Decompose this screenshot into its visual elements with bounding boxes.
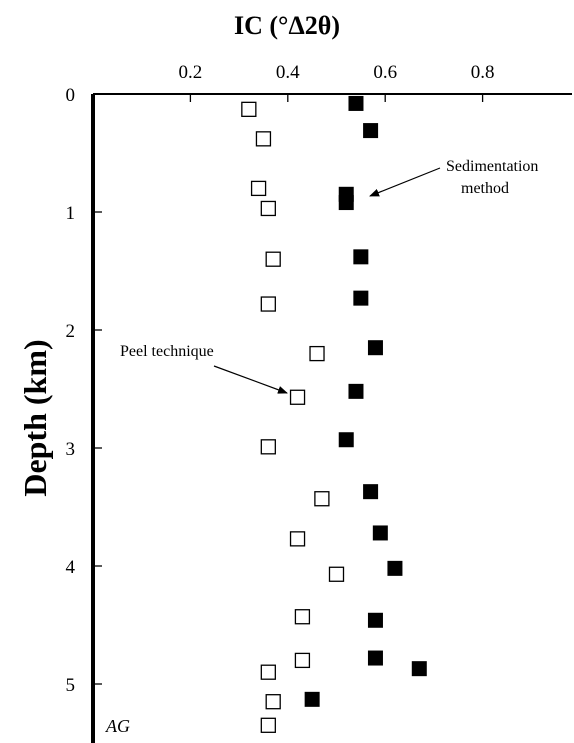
sedimentation-method-point — [353, 249, 369, 265]
x-tick-label: 0.8 — [471, 62, 495, 83]
sedimentation-method-point — [411, 661, 427, 677]
x-tick-label: 0.2 — [179, 62, 203, 83]
peel-technique-point — [260, 439, 276, 455]
x-tick-label: 0.6 — [373, 62, 397, 83]
peel-technique-point — [265, 251, 281, 267]
annotation-sedimentation-arrow — [369, 167, 441, 197]
y-tick-label: 4 — [66, 557, 76, 578]
sedimentation-method-point — [372, 525, 388, 541]
sedimentation-method-point — [338, 195, 354, 211]
peel-technique-point — [309, 345, 325, 362]
sedimentation-method-point — [338, 432, 354, 448]
peel-technique-point — [294, 652, 311, 669]
y-tick-label: 2 — [66, 321, 76, 342]
peel-technique-point — [260, 717, 276, 733]
peel-technique-point — [260, 296, 276, 312]
annotation-sedimentation-line1: Sedimentation — [446, 158, 538, 175]
sedimentation-method-point — [348, 383, 364, 399]
y-tick-label: 5 — [66, 675, 76, 696]
sedimentation-method-point — [348, 95, 364, 111]
y-axis-title: Depth (km) — [17, 339, 53, 496]
sedimentation-method-point — [363, 123, 379, 139]
peel-technique-point — [250, 180, 267, 197]
sedimentation-method-point — [304, 691, 320, 707]
y-tick-label: 0 — [66, 85, 76, 106]
sedimentation-method-point — [353, 290, 369, 306]
annotation-peel-label: Peel technique — [120, 343, 214, 360]
x-axis-title: IC (°Δ2θ) — [234, 11, 340, 40]
peel-technique-point — [314, 491, 330, 507]
panel-label: AG — [105, 716, 130, 736]
peel-technique-point — [260, 664, 276, 680]
sedimentation-method-point — [363, 484, 379, 500]
sedimentation-method-point — [367, 340, 383, 356]
y-tick-label: 1 — [66, 203, 76, 224]
peel-technique-point — [289, 531, 306, 547]
annotation-sedimentation-line2: method — [461, 180, 509, 197]
peel-technique-point — [294, 609, 311, 625]
x-tick-label: 0.4 — [276, 62, 300, 83]
peel-technique-point — [255, 131, 272, 147]
peel-technique-point — [265, 694, 281, 710]
sedimentation-method-point — [367, 650, 383, 666]
peel-technique-point — [289, 389, 306, 405]
sedimentation-method-point — [367, 612, 383, 628]
peel-technique-point — [241, 101, 257, 117]
sedimentation-method-point — [387, 560, 403, 576]
annotation-peel-arrow — [213, 365, 288, 394]
peel-technique-point — [328, 566, 345, 582]
y-tick-label: 3 — [66, 439, 76, 460]
peel-technique-point — [260, 200, 276, 217]
